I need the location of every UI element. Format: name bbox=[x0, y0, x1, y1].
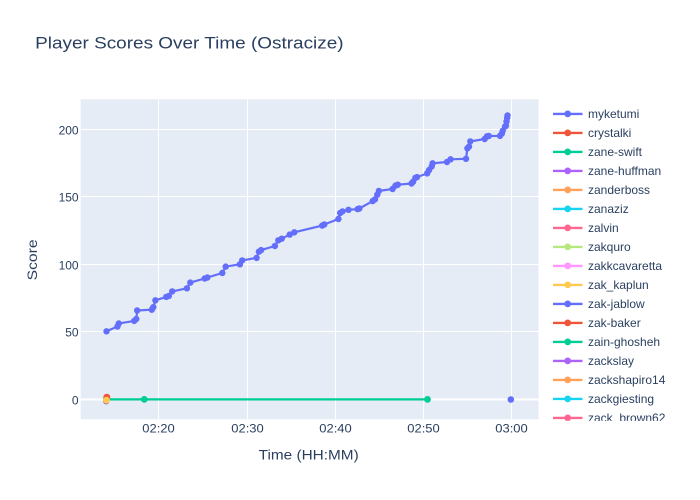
svg-text:100: 100 bbox=[59, 259, 79, 273]
svg-text:Player Scores Over Time (Ostra: Player Scores Over Time (Ostracize) bbox=[35, 34, 344, 53]
svg-text:zackshapiro14: zackshapiro14 bbox=[588, 373, 666, 387]
svg-text:150: 150 bbox=[59, 191, 79, 205]
svg-text:zakquro: zakquro bbox=[588, 240, 631, 254]
svg-text:02:50: 02:50 bbox=[407, 422, 440, 436]
svg-text:crystalki: crystalki bbox=[588, 126, 631, 140]
svg-text:zak-jablow: zak-jablow bbox=[588, 297, 645, 311]
svg-text:zackslay: zackslay bbox=[588, 354, 634, 368]
svg-text:zane-huffman: zane-huffman bbox=[588, 164, 661, 178]
svg-text:zak_kaplun: zak_kaplun bbox=[588, 278, 649, 292]
svg-text:200: 200 bbox=[59, 124, 79, 138]
svg-text:zackgiesting: zackgiesting bbox=[588, 392, 654, 406]
svg-text:zack_brown62: zack_brown62 bbox=[588, 411, 666, 425]
svg-text:02:30: 02:30 bbox=[231, 422, 264, 436]
svg-text:myketumi: myketumi bbox=[588, 107, 639, 121]
svg-text:zalvin: zalvin bbox=[588, 221, 619, 235]
svg-text:zanaziz: zanaziz bbox=[588, 202, 629, 216]
svg-text:zane-swift: zane-swift bbox=[588, 145, 643, 159]
svg-text:zak-baker: zak-baker bbox=[588, 316, 641, 330]
svg-text:Score: Score bbox=[24, 239, 40, 280]
svg-text:02:20: 02:20 bbox=[142, 422, 175, 436]
svg-text:zanderboss: zanderboss bbox=[588, 183, 650, 197]
svg-text:zain-ghosheh: zain-ghosheh bbox=[588, 335, 660, 349]
svg-text:50: 50 bbox=[65, 326, 79, 340]
svg-text:0: 0 bbox=[72, 394, 79, 408]
svg-text:zakkcavaretta: zakkcavaretta bbox=[588, 259, 662, 273]
svg-text:02:40: 02:40 bbox=[319, 422, 352, 436]
svg-text:Time (HH:MM): Time (HH:MM) bbox=[259, 446, 359, 462]
svg-text:03:00: 03:00 bbox=[495, 422, 528, 436]
